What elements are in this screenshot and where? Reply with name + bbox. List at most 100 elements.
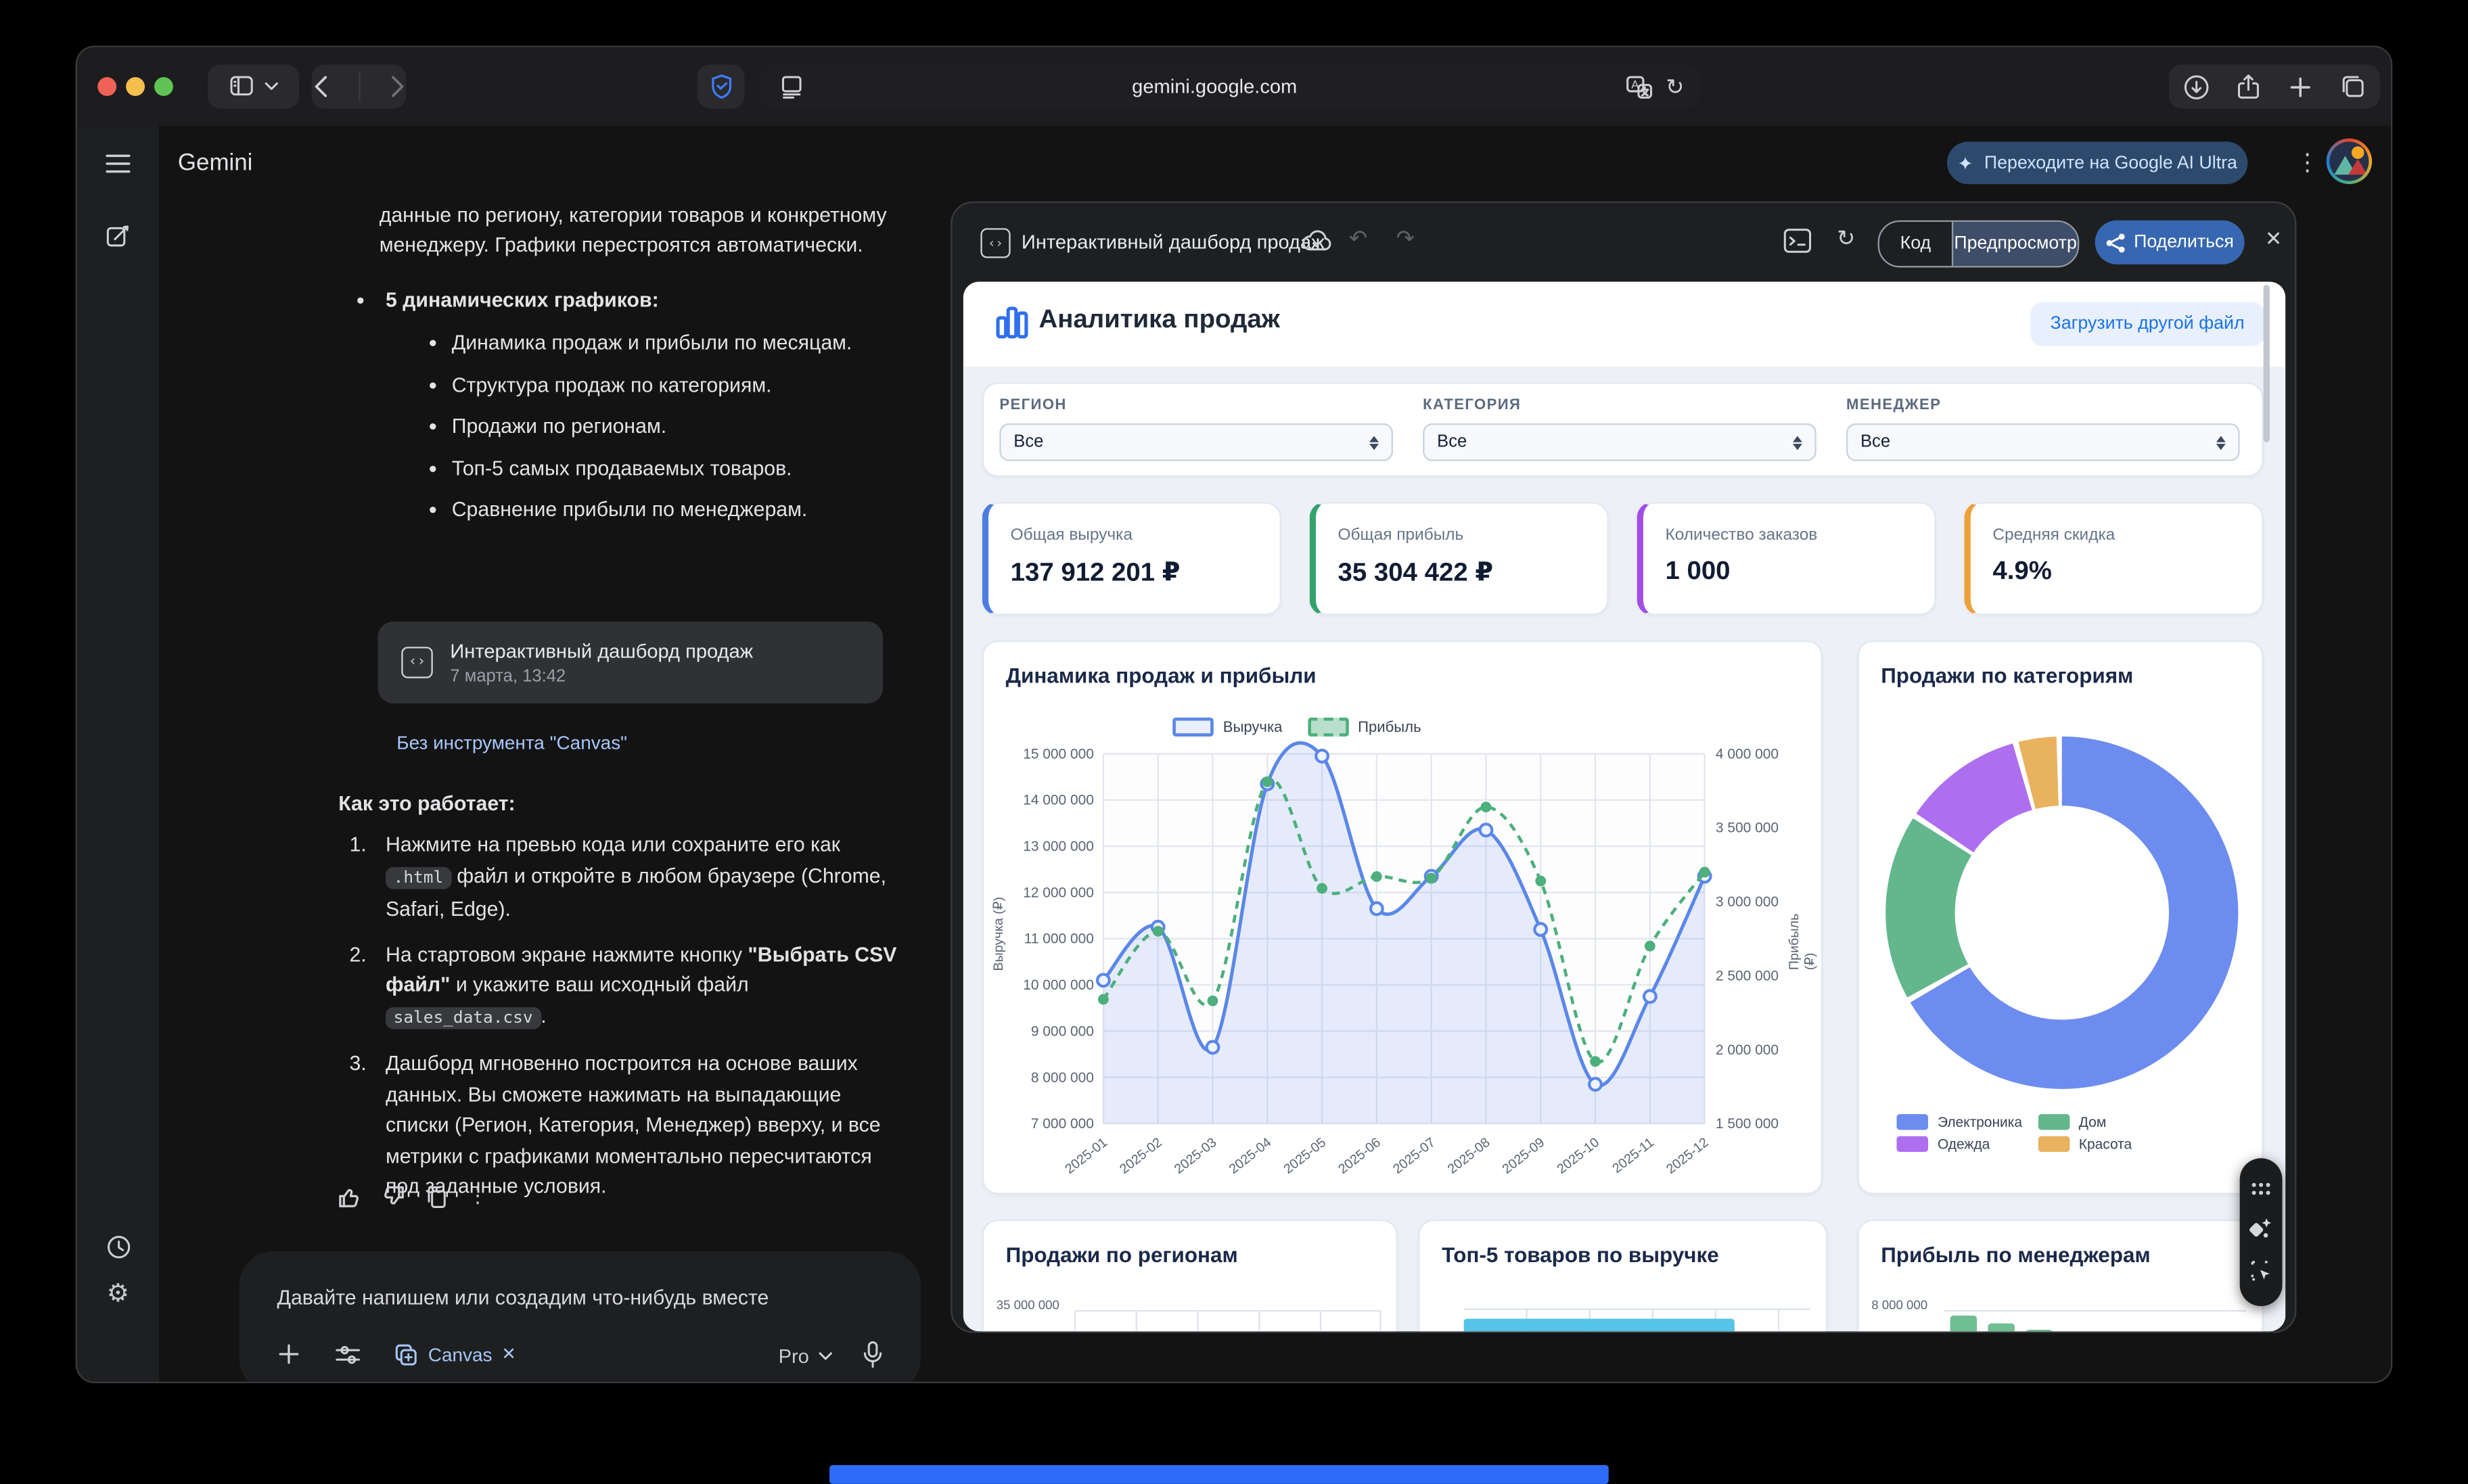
close-canvas-icon[interactable]: ✕ [2264, 227, 2283, 250]
chevron-down-icon [819, 1352, 832, 1360]
kpi-label: Средняя скидка [1992, 526, 2116, 544]
left-axis-title: Выручка (₽) [990, 896, 1006, 971]
model-selector[interactable]: Pro [779, 1345, 833, 1368]
svg-text:11 000 000: 11 000 000 [1024, 931, 1094, 947]
canvas-panel: ‹› Интерактивный дашборд продаж ↶ ↷ ↻ Ко… [951, 201, 2297, 1333]
redo-icon[interactable]: ↷ [1396, 225, 1415, 250]
share-nodes-icon [2105, 233, 2124, 252]
undo-icon[interactable]: ↶ [1348, 225, 1368, 250]
sidebar-icon [229, 76, 252, 96]
console-icon[interactable] [1783, 228, 1812, 253]
toggle-preview[interactable]: Предпросмотр [1951, 222, 2078, 266]
feedback-toolbar: ⋮ [337, 1184, 488, 1209]
artifact-timestamp: 7 марта, 13:42 [450, 666, 566, 686]
share-canvas-button[interactable]: Поделиться [2095, 220, 2245, 264]
right-axis-title: Прибыль (₽) [1785, 913, 1817, 971]
nav-button-group [311, 64, 407, 109]
forward-button[interactable] [360, 76, 407, 98]
kpi-card: Количество заказов 1 000 [1637, 502, 1936, 616]
svg-text:10 000 000: 10 000 000 [1023, 977, 1094, 993]
reload-icon[interactable]: ↻ [1666, 73, 1685, 99]
share-label: Поделиться [2134, 233, 2234, 252]
input-tools: Canvas ✕ [277, 1343, 516, 1366]
how-step: 2. На стартовом экране нажмите кнопку "Вы… [349, 939, 909, 1034]
translate-icon[interactable]: A [1626, 75, 1653, 99]
copy-icon[interactable] [425, 1184, 449, 1208]
upgrade-ultra-button[interactable]: ✦ Переходите на Google AI Ultra [1946, 141, 2248, 185]
thumbs-up-icon[interactable] [337, 1184, 362, 1208]
address-bar[interactable]: gemini.google.com A ↻ [760, 64, 1700, 109]
toggle-code[interactable]: Код [1900, 234, 1932, 254]
settings-button[interactable]: ⚙ [99, 1274, 137, 1312]
thumbs-down-icon[interactable] [381, 1184, 406, 1208]
legend-item: Одежда [1896, 1136, 2022, 1153]
line-chart-legend: Выручка Прибыль [1172, 717, 1421, 737]
prompt-input[interactable]: Давайте напишем или создадим что-нибудь … [239, 1251, 921, 1382]
close-window-button[interactable] [97, 76, 117, 96]
kpi-label: Общая выручка [1010, 526, 1133, 544]
more-actions-icon[interactable]: ⋮ [467, 1183, 488, 1207]
svg-text:8 000 000: 8 000 000 [1031, 1070, 1094, 1086]
remove-canvas-icon[interactable]: ✕ [501, 1345, 516, 1365]
ai-edit-sparkle-icon[interactable] [2249, 1216, 2273, 1240]
new-chat-button[interactable] [99, 217, 137, 255]
history-clock-icon [106, 1234, 130, 1258]
history-button[interactable] [99, 1228, 137, 1266]
canvas-header: ‹› Интерактивный дашборд продаж ↶ ↷ ↻ Ко… [953, 203, 2295, 281]
code-file-icon: ‹› [980, 228, 1011, 258]
prompt-placeholder: Давайте напишем или создадим что-нибудь … [277, 1285, 769, 1309]
canvas-icon [395, 1343, 417, 1365]
tools-tune-icon[interactable] [336, 1343, 361, 1366]
assistant-paragraph: данные по региону, категории товаров и к… [379, 203, 887, 257]
privacy-report-button[interactable] [697, 64, 745, 109]
more-options-button[interactable]: ⋮ [2295, 149, 2320, 177]
filter-select[interactable]: Все [999, 423, 1393, 461]
back-button[interactable] [312, 76, 359, 98]
chevron-down-icon [264, 82, 277, 90]
filter-select[interactable]: Все [1846, 423, 2240, 461]
gemini-sidebar: ⚙ [76, 126, 159, 1382]
legend-item: Прибыль [1307, 717, 1421, 737]
filter-value: Все [1013, 432, 1044, 452]
sidebar-toggle-button[interactable] [208, 64, 300, 109]
svg-text:2 000 000: 2 000 000 [1716, 1042, 1779, 1058]
feature-item: Сравнение прибыли по менеджерам. [430, 496, 917, 524]
artifact-card[interactable]: ‹› Интерактивный дашборд продаж 7 марта,… [378, 621, 884, 703]
kpi-card: Общая выручка 137 912 201 ₽ [982, 502, 1281, 616]
toolbar-right-group [2168, 64, 2380, 109]
legend-item: Электроника [1896, 1114, 2022, 1130]
features-heading: 5 динамических графиков: [385, 287, 659, 312]
svg-text:2025-04: 2025-04 [1227, 1135, 1275, 1177]
tabs-overview-icon[interactable] [2339, 74, 2367, 99]
divider [358, 72, 360, 101]
features-list: Динамика продаж и прибыли по месяцам. Стр… [430, 329, 917, 537]
canvas-scrollbar[interactable] [2263, 285, 2270, 442]
sparkle-icon: ✦ [1957, 152, 1973, 175]
refresh-preview-icon[interactable]: ↻ [1837, 225, 1856, 250]
mic-icon[interactable] [863, 1341, 883, 1369]
account-avatar[interactable] [2326, 138, 2373, 185]
gear-icon: ⚙ [106, 1280, 130, 1308]
main-menu-button[interactable] [99, 145, 137, 183]
select-element-icon[interactable] [2250, 1261, 2272, 1283]
filter-group: МЕНЕДЖЕР Все [1846, 396, 2240, 461]
analytics-logo-icon [996, 306, 1028, 339]
canvas-tool-chip[interactable]: Canvas ✕ [395, 1343, 516, 1366]
drag-handle-icon[interactable] [2251, 1181, 2271, 1195]
add-attachment-icon[interactable] [277, 1343, 300, 1366]
kpi-label: Общая прибыль [1338, 526, 1464, 544]
new-tab-icon[interactable] [2288, 75, 2312, 99]
minimize-window-button[interactable] [126, 76, 145, 96]
share-icon[interactable] [2237, 73, 2261, 100]
svg-text:2025-01: 2025-01 [1062, 1135, 1110, 1177]
zoom-window-button[interactable] [154, 76, 173, 96]
filter-select[interactable]: Все [1423, 423, 1816, 461]
downloads-icon[interactable] [2183, 73, 2210, 100]
canvas-chip-label: Canvas [428, 1343, 493, 1366]
upload-other-file-button[interactable]: Загрузить другой файл [2030, 302, 2265, 346]
filter-value: Все [1860, 432, 1891, 452]
without-canvas-link[interactable]: Без инструмента "Canvas" [396, 731, 628, 754]
reader-view-icon[interactable] [781, 75, 803, 99]
kpi-card: Общая прибыль 35 304 422 ₽ [1309, 502, 1609, 616]
inline-code-chip: .html [385, 866, 451, 889]
